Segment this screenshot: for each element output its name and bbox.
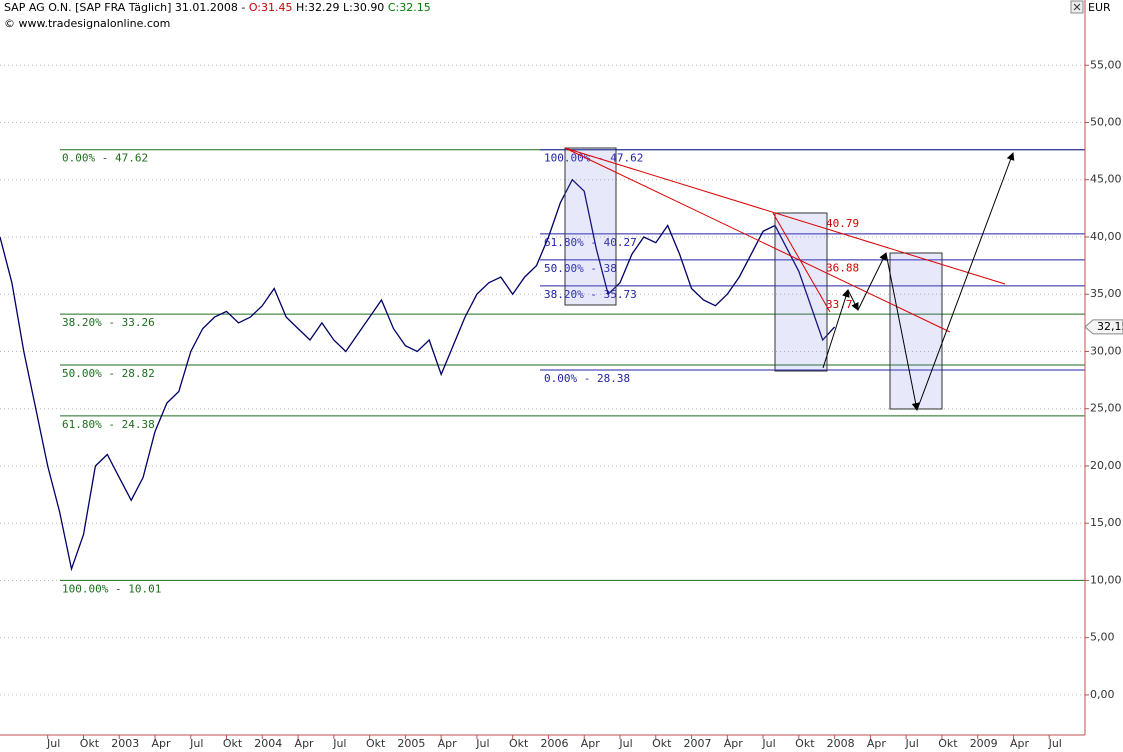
y-tick-label: 55,00 <box>1090 58 1122 71</box>
chart-subtitle: © www.tradesignalonline.com <box>4 17 170 30</box>
projection-box <box>774 212 828 372</box>
x-tick-label: 2006 <box>540 737 568 750</box>
x-tick-label: Jul <box>1048 737 1062 750</box>
title-part: L:30.90 <box>343 1 384 14</box>
x-tick-label: Jul <box>761 737 775 750</box>
y-tick-label: 15,00 <box>1090 516 1122 529</box>
y-tick-label: 5,00 <box>1090 631 1115 644</box>
x-tick-label: 2009 <box>970 737 998 750</box>
trend-line <box>564 147 951 333</box>
trend-label: 36.88 <box>826 262 859 275</box>
x-tick-label: Apr <box>581 737 601 750</box>
x-tick-label: 2004 <box>254 737 282 750</box>
trend-label: 40.79 <box>826 217 859 230</box>
y-tick-label: 30,00 <box>1090 344 1122 357</box>
y-tick-label: 25,00 <box>1090 402 1122 415</box>
x-tick-label: Okt <box>652 737 672 750</box>
y-tick-label: 50,00 <box>1090 116 1122 129</box>
fib-label: 50.00% - 28.82 <box>62 367 155 380</box>
trend-label: 33.7 <box>826 298 853 311</box>
y-tick-label: 40,00 <box>1090 230 1122 243</box>
forecast-arrows <box>822 152 1015 411</box>
chart-title: SAP AG O.N. [SAP FRA Täglich] 31.01.2008… <box>4 1 431 14</box>
y-tick-label: 35,00 <box>1090 287 1122 300</box>
fib-label: 61.80% - 24.38 <box>62 418 155 431</box>
x-tick-label: Okt <box>366 737 386 750</box>
arrow <box>885 252 920 411</box>
x-tick-label: Apr <box>151 737 171 750</box>
title-part: C:32.15 <box>388 1 431 14</box>
title-part: O:31.45 <box>249 1 293 14</box>
axis-unit: EUR <box>1088 1 1111 14</box>
x-tick-label: Okt <box>795 737 815 750</box>
last-value-marker <box>1084 319 1123 335</box>
fib-label: 61.80% - 40.27 <box>544 236 637 249</box>
arrow <box>857 252 887 311</box>
x-tick-label: Apr <box>724 737 744 750</box>
fib-label: 100.00% - 47.62 <box>544 152 643 165</box>
fib-label: 38.20% - 35.73 <box>544 288 637 301</box>
fib-label: 38.20% - 33.26 <box>62 316 155 329</box>
close-icon <box>1073 3 1081 11</box>
fib-label: 0.00% - 28.38 <box>544 372 630 385</box>
x-tick-label: Okt <box>80 737 100 750</box>
trend-line <box>564 147 1006 285</box>
x-tick-label: Apr <box>1010 737 1030 750</box>
trend-line <box>772 212 831 313</box>
x-tick-label: Jul <box>618 737 632 750</box>
fib-label: 100.00% - 10.01 <box>62 582 161 595</box>
x-tick-label: Apr <box>295 737 315 750</box>
fib-label: 50.00% - 38 <box>544 262 617 275</box>
y-tick-label: 10,00 <box>1090 573 1122 586</box>
x-tick-label: Okt <box>938 737 958 750</box>
arrow <box>822 289 850 369</box>
fib-label: 0.00% - 47.62 <box>62 152 148 165</box>
y-tick-label: 0,00 <box>1090 688 1115 701</box>
y-tick-label: 45,00 <box>1090 173 1122 186</box>
x-tick-label: 2005 <box>397 737 425 750</box>
title-part: SAP AG O.N. [SAP FRA Täglich] 31.01.2008… <box>4 1 245 14</box>
x-tick-label: Okt <box>509 737 529 750</box>
x-tick-label: Jul <box>475 737 489 750</box>
x-tick-label: Jul <box>189 737 203 750</box>
projection-box <box>889 252 943 410</box>
x-tick-label: Apr <box>438 737 458 750</box>
x-tick-label: 2003 <box>111 737 139 750</box>
overlay <box>564 147 1015 411</box>
x-tick-label: 2007 <box>684 737 712 750</box>
arrow <box>916 152 1015 411</box>
x-tick-label: Jul <box>332 737 346 750</box>
x-tick-label: Jul <box>46 737 60 750</box>
title-part: H:32.29 <box>296 1 339 14</box>
x-tick-label: Jul <box>905 737 919 750</box>
x-tick-label: 2008 <box>827 737 855 750</box>
last-value-label: 32,15 <box>1097 320 1123 333</box>
x-tick-label: Apr <box>867 737 887 750</box>
y-tick-label: 20,00 <box>1090 459 1122 472</box>
projection-box <box>564 147 617 306</box>
arrow <box>847 289 859 311</box>
price-line <box>0 178 836 572</box>
marks: 0.00% - 47.62 38.20% - 33.26 50.00% - 28.8… <box>0 149 1085 595</box>
x-tick-label: Okt <box>223 737 243 750</box>
